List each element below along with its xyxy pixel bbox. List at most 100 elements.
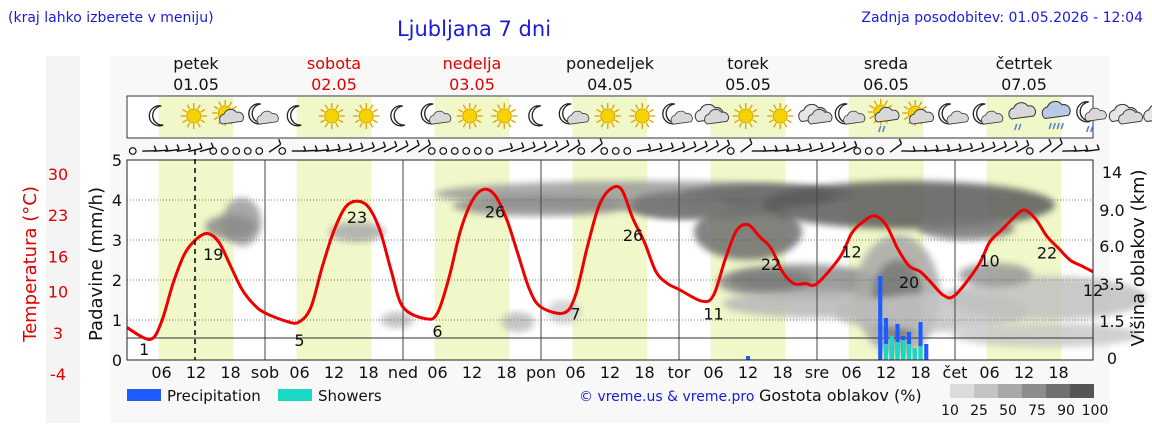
wind-barb <box>876 147 885 155</box>
wind-barb <box>958 142 974 153</box>
temperature-tick: 10 <box>48 283 68 302</box>
cloud-layer <box>728 270 814 290</box>
cloud-layer <box>947 276 1147 320</box>
cloud-layer <box>205 215 256 239</box>
wind-barb <box>427 147 436 155</box>
sun-icon <box>732 103 759 129</box>
wind-barb <box>326 143 341 153</box>
wind-barb <box>1039 138 1052 153</box>
temperature-tick: -4 <box>50 365 66 384</box>
hour-tick: 06 <box>151 363 171 382</box>
wind-barb <box>843 140 858 153</box>
temperature-label: 26 <box>485 202 505 221</box>
shower-bar <box>912 348 917 360</box>
day-date: 02.05 <box>311 75 357 94</box>
cloud-icon <box>1143 105 1152 123</box>
precip-bar <box>924 344 929 360</box>
wind-barb <box>935 144 951 152</box>
density-swatch <box>1070 384 1094 398</box>
wind-barb <box>268 139 282 153</box>
wind-barb <box>314 144 330 152</box>
wind-barb <box>243 147 252 155</box>
shower-bar <box>883 344 889 360</box>
temperature-label: 11 <box>703 304 723 323</box>
wind-barb <box>671 141 686 153</box>
legend-showers-label: Showers <box>318 387 382 405</box>
hour-tick: 18 <box>358 363 378 382</box>
wind-barb <box>947 143 962 153</box>
day-abbr: ned <box>388 363 418 382</box>
wind-barb <box>1016 139 1030 153</box>
shower-bar <box>889 336 894 360</box>
temperature-label: 19 <box>203 245 223 264</box>
wind-barb <box>993 141 1007 153</box>
temperature-axis-label: Temperatura (°C) <box>20 186 41 343</box>
legend-precip-swatch <box>127 389 161 401</box>
hour-tick: 06 <box>979 363 999 382</box>
day-name: petek <box>173 54 219 73</box>
hour-tick: 18 <box>220 363 240 382</box>
density-swatch <box>1022 384 1046 398</box>
wind-barb <box>648 143 663 153</box>
cloud-density-scale: 10 25 50 75 90 100 <box>941 384 1108 419</box>
precip-tick: 0 <box>112 351 122 370</box>
wind-barb <box>372 141 387 153</box>
hour-tick: 18 <box>634 363 654 382</box>
hour-tick: 06 <box>703 363 723 382</box>
wind-barb <box>567 139 581 153</box>
sun-icon <box>767 103 794 129</box>
cloud-layer <box>694 204 802 260</box>
moon-cloud-icon <box>972 103 1004 125</box>
daylight-band <box>296 160 372 360</box>
temperature-line <box>126 184 1094 341</box>
wind-barb <box>485 147 494 155</box>
moon-cloud-icon <box>662 103 693 125</box>
wind-barb <box>774 144 790 152</box>
wind-barb <box>510 142 525 153</box>
wind-barb <box>970 142 985 153</box>
wind-barb <box>924 144 939 152</box>
wind-barb <box>809 142 824 153</box>
moon-icon <box>528 105 544 127</box>
last-update: Zadnja posodobitev: 01.05.2026 - 12:04 <box>861 10 1143 26</box>
wind-barb <box>600 147 609 155</box>
precip-tick: 5 <box>112 151 122 170</box>
wind-barb <box>395 140 409 153</box>
wind-barbs <box>128 138 1100 155</box>
region-hint[interactable]: (kraj lahko izberete v meniju) <box>8 10 214 26</box>
sun-cloud-icon <box>902 100 934 126</box>
day-abbr: pon <box>526 363 556 382</box>
temperature-label: 22 <box>1037 243 1057 262</box>
wind-barb <box>636 143 652 153</box>
day-name: četrtek <box>996 54 1054 73</box>
cloud-layer <box>834 298 903 326</box>
wind-barb <box>659 142 674 153</box>
hour-tick: 18 <box>910 363 930 382</box>
temperature-label: 26 <box>623 226 643 245</box>
moon-cloud-icon <box>558 103 590 125</box>
wind-barb <box>740 138 753 153</box>
day-date: 04.05 <box>587 75 633 94</box>
wind-barb <box>694 140 708 153</box>
precipitation-bars <box>745 276 929 360</box>
wind-barb <box>889 138 903 153</box>
shower-bar <box>906 344 912 360</box>
day-headers: petek 01.05 sobota 02.05 nedelja 03.05 ponedel… <box>173 54 1053 137</box>
credit-link[interactable]: © vreme.us & vreme.pro <box>579 389 754 405</box>
day-name: sreda <box>864 54 908 73</box>
day-date: 01.05 <box>173 75 219 94</box>
wind-barb <box>611 147 620 155</box>
sun-icon <box>456 103 483 129</box>
wind-barb <box>220 147 229 155</box>
wind-barb <box>128 147 137 155</box>
density-tick: 10 <box>941 403 959 419</box>
temperature-tick: 3 <box>53 324 63 343</box>
precip-tick: 2 <box>112 271 122 290</box>
cloud-heavy-rain-icon <box>1041 100 1071 130</box>
temperature-series <box>126 184 1094 341</box>
precip-bar <box>745 356 751 360</box>
wind-barb <box>1085 144 1100 152</box>
sun-icon <box>353 103 380 129</box>
density-tick: 75 <box>1028 403 1046 419</box>
